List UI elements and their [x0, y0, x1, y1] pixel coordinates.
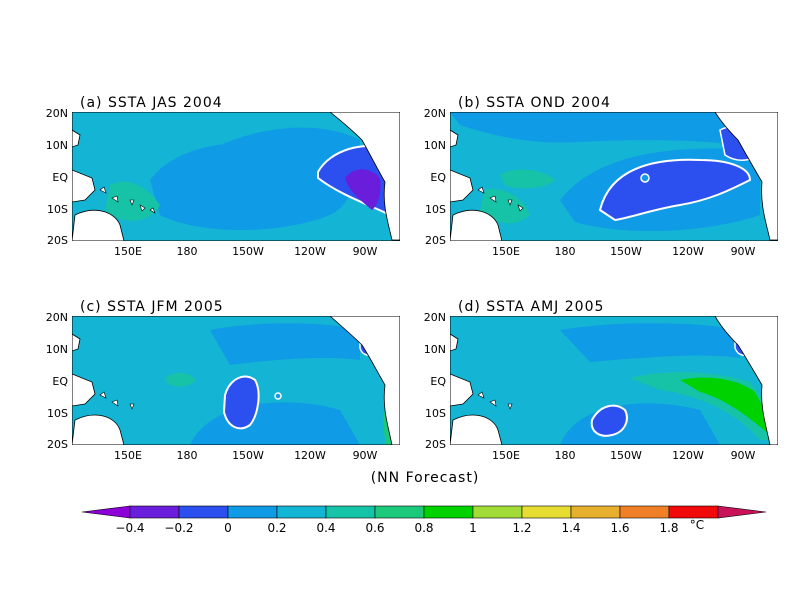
colorbar-unit: °C [689, 518, 705, 532]
lat-label: 20N [423, 311, 446, 324]
lat-label: 20N [45, 311, 68, 324]
lon-label: 150E [114, 245, 142, 258]
colorbar-tick-label: 0.6 [365, 521, 385, 535]
colorbar-segment [521, 505, 572, 519]
panel-b-map [450, 112, 778, 241]
lat-label: 20S [425, 234, 446, 247]
lat-label: 10S [47, 203, 68, 216]
lat-label: 10N [423, 343, 446, 356]
colorbar-segment [570, 505, 621, 519]
colorbar-segment [423, 505, 474, 519]
lat-label: EQ [430, 171, 446, 184]
lat-label: 10S [47, 407, 68, 420]
colorbar-segment [374, 505, 425, 519]
lon-label: 90W [730, 245, 756, 258]
lat-label: 10N [423, 139, 446, 152]
lon-label: 90W [352, 245, 378, 258]
lon-label: 150W [232, 449, 264, 462]
colorbar-segment [178, 505, 229, 519]
colorbar-segment [129, 505, 180, 519]
colorbar-low-arrow [81, 505, 131, 519]
lon-label: 150W [610, 245, 642, 258]
lon-label: 150W [610, 449, 642, 462]
lon-label: 90W [352, 449, 378, 462]
lat-label: 10S [425, 203, 446, 216]
colorbar-high-arrow [717, 505, 767, 519]
lon-label: 120W [294, 449, 326, 462]
colorbar-tick-label: 1.2 [512, 521, 532, 535]
lat-label: 20S [47, 234, 68, 247]
panel-c-map [72, 316, 400, 445]
colorbar-segment [472, 505, 523, 519]
lon-label: 150W [232, 245, 264, 258]
colorbar-tick-label: 0 [224, 521, 232, 535]
colorbar-tick-label: 1.6 [610, 521, 630, 535]
lon-label: 150E [492, 449, 520, 462]
lon-label: 180 [176, 245, 198, 258]
lon-label: 120W [672, 449, 704, 462]
lon-label: 180 [554, 449, 576, 462]
panel-b-title: (b) SSTA OND 2004 [458, 95, 611, 111]
forecast-caption: (NN Forecast) [370, 470, 480, 486]
lon-label: 90W [730, 449, 756, 462]
colorbar-segment [276, 505, 327, 519]
lon-label: 120W [672, 245, 704, 258]
lon-label: 180 [554, 245, 576, 258]
colorbar [81, 505, 767, 519]
panel-a-map [72, 112, 400, 241]
lon-label: 180 [176, 449, 198, 462]
lon-label: 120W [294, 245, 326, 258]
colorbar-tick-label: −0.4 [115, 521, 145, 535]
colorbar-tick-label: −0.2 [164, 521, 194, 535]
colorbar-tick-label: 1 [469, 521, 477, 535]
lat-label: 10N [45, 343, 68, 356]
lat-label: 20S [425, 438, 446, 451]
colorbar-tick-label: 0.8 [414, 521, 434, 535]
colorbar-tick-label: 0.4 [316, 521, 336, 535]
colorbar-segment [668, 505, 719, 519]
panel-d-title: (d) SSTA AMJ 2005 [458, 299, 605, 315]
lat-label: EQ [52, 375, 68, 388]
colorbar-segment [619, 505, 670, 519]
lon-label: 150E [114, 449, 142, 462]
lon-label: 150E [492, 245, 520, 258]
lat-label: 20N [45, 107, 68, 120]
lat-label: EQ [52, 171, 68, 184]
lat-label: EQ [430, 375, 446, 388]
colorbar-tick-label: 0.2 [267, 521, 287, 535]
panel-a-title: (a) SSTA JAS 2004 [80, 95, 223, 111]
panel-c-title: (c) SSTA JFM 2005 [80, 299, 224, 315]
colorbar-tick-label: 1.4 [561, 521, 581, 535]
colorbar-segment [227, 505, 278, 519]
panel-d-map [450, 316, 778, 445]
colorbar-tick-label: 1.8 [659, 521, 679, 535]
lat-label: 10S [425, 407, 446, 420]
lat-label: 20N [423, 107, 446, 120]
colorbar-segment [325, 505, 376, 519]
lat-label: 10N [45, 139, 68, 152]
lat-label: 20S [47, 438, 68, 451]
